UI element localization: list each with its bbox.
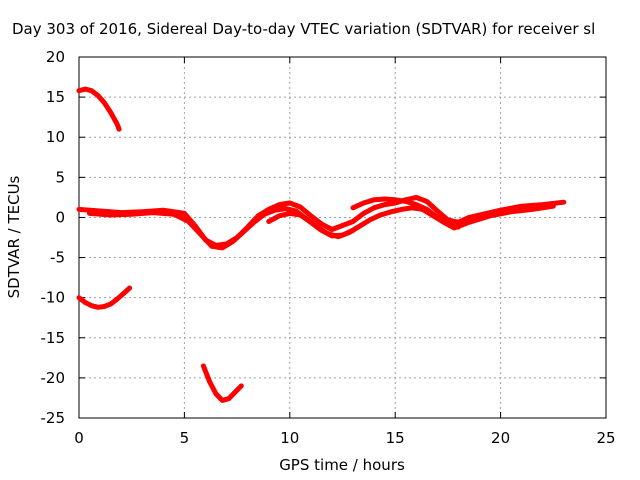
x-tick-label: 25 bbox=[596, 429, 615, 447]
axis-ticks: 0 5 10 15 20 25 20 15 10 5 0 -5 -10 -15 -20 -25 bbox=[41, 48, 616, 447]
y-tick-label: 15 bbox=[46, 88, 65, 106]
grid bbox=[79, 57, 606, 418]
series-line-band-a bbox=[76, 194, 567, 248]
series-line-band-c bbox=[350, 196, 461, 230]
series-line-sat-high-arc bbox=[76, 86, 122, 132]
series-line-sat-deep-arc bbox=[200, 363, 244, 403]
y-tick-label: -10 bbox=[41, 289, 66, 307]
y-axis-title: SDTVAR / TECUs bbox=[5, 175, 23, 298]
x-tick-label: 15 bbox=[386, 429, 405, 447]
y-tick-label: -20 bbox=[41, 369, 66, 387]
series-line-band-d bbox=[266, 210, 356, 239]
x-tick-label: 5 bbox=[180, 429, 190, 447]
series-group bbox=[76, 86, 567, 403]
y-tick-label: 10 bbox=[46, 128, 65, 146]
y-tick-label: 20 bbox=[46, 48, 65, 66]
x-tick-label: 10 bbox=[280, 429, 299, 447]
y-tick-label: -25 bbox=[41, 409, 66, 427]
x-axis-title: GPS time / hours bbox=[279, 456, 405, 474]
x-tick-label: 0 bbox=[74, 429, 84, 447]
y-tick-label: -5 bbox=[50, 249, 65, 267]
y-tick-label: 5 bbox=[55, 168, 65, 186]
x-tick-label: 20 bbox=[491, 429, 510, 447]
chart-title: Day 303 of 2016, Sidereal Day-to-day VTE… bbox=[12, 20, 595, 38]
plot-frame bbox=[78, 56, 607, 419]
y-tick-label: -15 bbox=[41, 329, 66, 347]
y-tick-label: 0 bbox=[55, 208, 65, 226]
series-line-sat-low-arc bbox=[76, 285, 133, 310]
